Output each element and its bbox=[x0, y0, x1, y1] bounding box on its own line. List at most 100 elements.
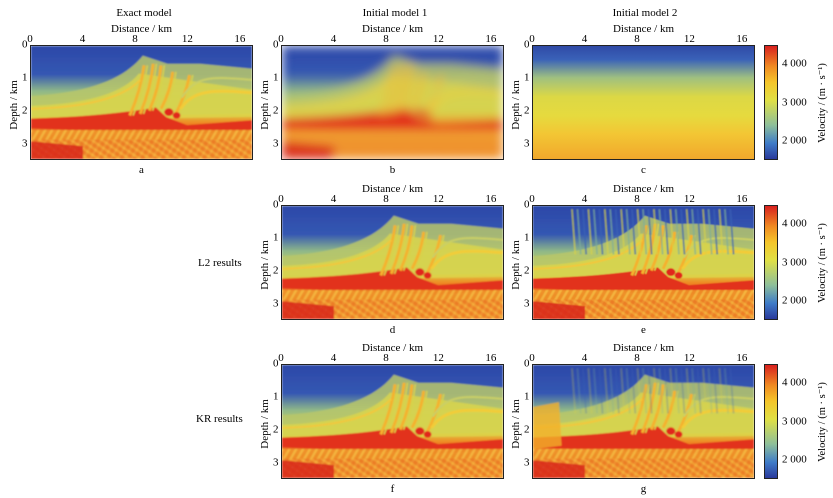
panel-caption-b: b bbox=[389, 164, 396, 176]
row-label-kr: KR results bbox=[196, 413, 243, 425]
y-tick-d-2: 2 bbox=[273, 264, 279, 277]
colorbar-label-1: Velocity / (m · s⁻¹) bbox=[817, 62, 828, 143]
y-tick-g-1: 1 bbox=[524, 390, 530, 403]
heatmap-panel-a bbox=[30, 45, 253, 160]
colorbar-3 bbox=[764, 364, 778, 479]
velocity-image bbox=[533, 206, 754, 319]
velocity-image bbox=[533, 46, 754, 159]
x-tick-g-8: 8 bbox=[634, 352, 640, 364]
y-axis-label-b: Depth / km bbox=[259, 79, 271, 130]
x-axis-label-g: Distance / km bbox=[612, 342, 675, 354]
y-tick-f-2: 2 bbox=[273, 423, 279, 436]
x-tick-c-0: 0 bbox=[529, 33, 535, 45]
colorbar-tick-1-2000: 2 000 bbox=[782, 134, 807, 147]
row-label-l2: L2 results bbox=[198, 257, 242, 269]
y-axis-label-a: Depth / km bbox=[8, 79, 20, 130]
panel-caption-f: f bbox=[390, 483, 395, 495]
panel-caption-e: e bbox=[641, 324, 646, 336]
heatmap-panel-d bbox=[281, 205, 504, 320]
heatmap-panel-g bbox=[532, 364, 755, 479]
x-tick-b-12: 12 bbox=[432, 33, 444, 45]
colorbar-tick-2-4000: 4 000 bbox=[782, 217, 807, 230]
y-tick-e-0: 0 bbox=[524, 198, 530, 211]
y-tick-b-2: 2 bbox=[273, 104, 279, 117]
y-axis-label-c: Depth / km bbox=[510, 79, 522, 130]
y-tick-b-1: 1 bbox=[273, 71, 279, 84]
y-tick-a-2: 2 bbox=[22, 104, 28, 117]
x-tick-f-16: 16 bbox=[485, 352, 497, 364]
y-tick-e-3: 3 bbox=[524, 297, 530, 310]
colorbar-label-2: Velocity / (m · s⁻¹) bbox=[817, 222, 828, 303]
x-tick-c-4: 4 bbox=[581, 33, 588, 45]
x-tick-c-12: 12 bbox=[683, 33, 695, 45]
x-tick-a-16: 16 bbox=[234, 33, 246, 45]
panel-caption-d: d bbox=[389, 324, 396, 336]
velocity-image bbox=[282, 365, 503, 478]
x-tick-g-0: 0 bbox=[529, 352, 535, 364]
x-tick-d-8: 8 bbox=[383, 193, 389, 205]
column-title-initial-1: Initial model 1 bbox=[362, 7, 428, 19]
column-title-initial-2: Initial model 2 bbox=[612, 7, 678, 19]
x-tick-f-8: 8 bbox=[383, 352, 389, 364]
y-tick-f-1: 1 bbox=[273, 390, 279, 403]
y-tick-f-0: 0 bbox=[273, 357, 279, 370]
x-tick-a-0: 0 bbox=[27, 33, 33, 45]
x-axis-label-f: Distance / km bbox=[361, 342, 424, 354]
colorbar-tick-3-2000: 2 000 bbox=[782, 453, 807, 466]
x-tick-e-4: 4 bbox=[581, 193, 588, 205]
velocity-image bbox=[533, 365, 754, 478]
y-tick-d-3: 3 bbox=[273, 297, 279, 310]
y-tick-a-3: 3 bbox=[22, 137, 28, 150]
x-axis-label-e: Distance / km bbox=[612, 183, 675, 195]
y-tick-b-3: 3 bbox=[273, 137, 279, 150]
y-tick-c-3: 3 bbox=[524, 137, 530, 150]
x-tick-a-12: 12 bbox=[181, 33, 193, 45]
x-tick-g-4: 4 bbox=[581, 352, 588, 364]
colorbar-tick-3-4000: 4 000 bbox=[782, 376, 807, 389]
x-tick-e-8: 8 bbox=[634, 193, 640, 205]
x-tick-g-16: 16 bbox=[736, 352, 748, 364]
y-tick-f-3: 3 bbox=[273, 456, 279, 469]
y-axis-label-g: Depth / km bbox=[510, 398, 522, 449]
y-tick-e-1: 1 bbox=[524, 231, 530, 244]
heatmap-panel-b bbox=[281, 45, 504, 160]
y-tick-a-0: 0 bbox=[22, 38, 28, 51]
panel-caption-a: a bbox=[139, 164, 144, 176]
x-axis-label-c: Distance / km bbox=[612, 23, 675, 35]
x-tick-c-8: 8 bbox=[634, 33, 640, 45]
y-tick-c-0: 0 bbox=[524, 38, 530, 51]
x-tick-e-16: 16 bbox=[736, 193, 748, 205]
x-tick-b-0: 0 bbox=[278, 33, 284, 45]
y-tick-a-1: 1 bbox=[22, 71, 28, 84]
y-tick-d-0: 0 bbox=[273, 198, 279, 211]
colorbar-tick-1-4000: 4 000 bbox=[782, 57, 807, 70]
column-title-exact: Exact model bbox=[116, 7, 172, 19]
colorbar-tick-2-2000: 2 000 bbox=[782, 294, 807, 307]
x-axis-label-a: Distance / km bbox=[110, 23, 173, 35]
y-tick-e-2: 2 bbox=[524, 264, 530, 277]
heatmap-panel-f bbox=[281, 364, 504, 479]
colorbar-2 bbox=[764, 205, 778, 320]
colorbar-1 bbox=[764, 45, 778, 160]
x-tick-e-12: 12 bbox=[683, 193, 695, 205]
x-tick-a-4: 4 bbox=[79, 33, 86, 45]
y-tick-c-1: 1 bbox=[524, 71, 530, 84]
x-tick-a-8: 8 bbox=[132, 33, 138, 45]
y-tick-g-2: 2 bbox=[524, 423, 530, 436]
x-tick-b-16: 16 bbox=[485, 33, 497, 45]
y-axis-label-f: Depth / km bbox=[259, 398, 271, 449]
x-tick-f-12: 12 bbox=[432, 352, 444, 364]
x-tick-b-8: 8 bbox=[383, 33, 389, 45]
colorbar-tick-2-3000: 3 000 bbox=[782, 256, 807, 268]
y-tick-c-2: 2 bbox=[524, 104, 530, 117]
x-axis-label-b: Distance / km bbox=[361, 23, 424, 35]
x-tick-d-16: 16 bbox=[485, 193, 497, 205]
colorbar-label-3: Velocity / (m · s⁻¹) bbox=[817, 381, 828, 462]
panel-caption-g: g bbox=[640, 483, 647, 495]
x-tick-d-12: 12 bbox=[432, 193, 444, 205]
y-tick-g-0: 0 bbox=[524, 357, 530, 370]
x-tick-e-0: 0 bbox=[529, 193, 535, 205]
y-tick-g-3: 3 bbox=[524, 456, 530, 469]
velocity-image bbox=[282, 206, 503, 319]
colorbar-tick-1-3000: 3 000 bbox=[782, 96, 807, 108]
